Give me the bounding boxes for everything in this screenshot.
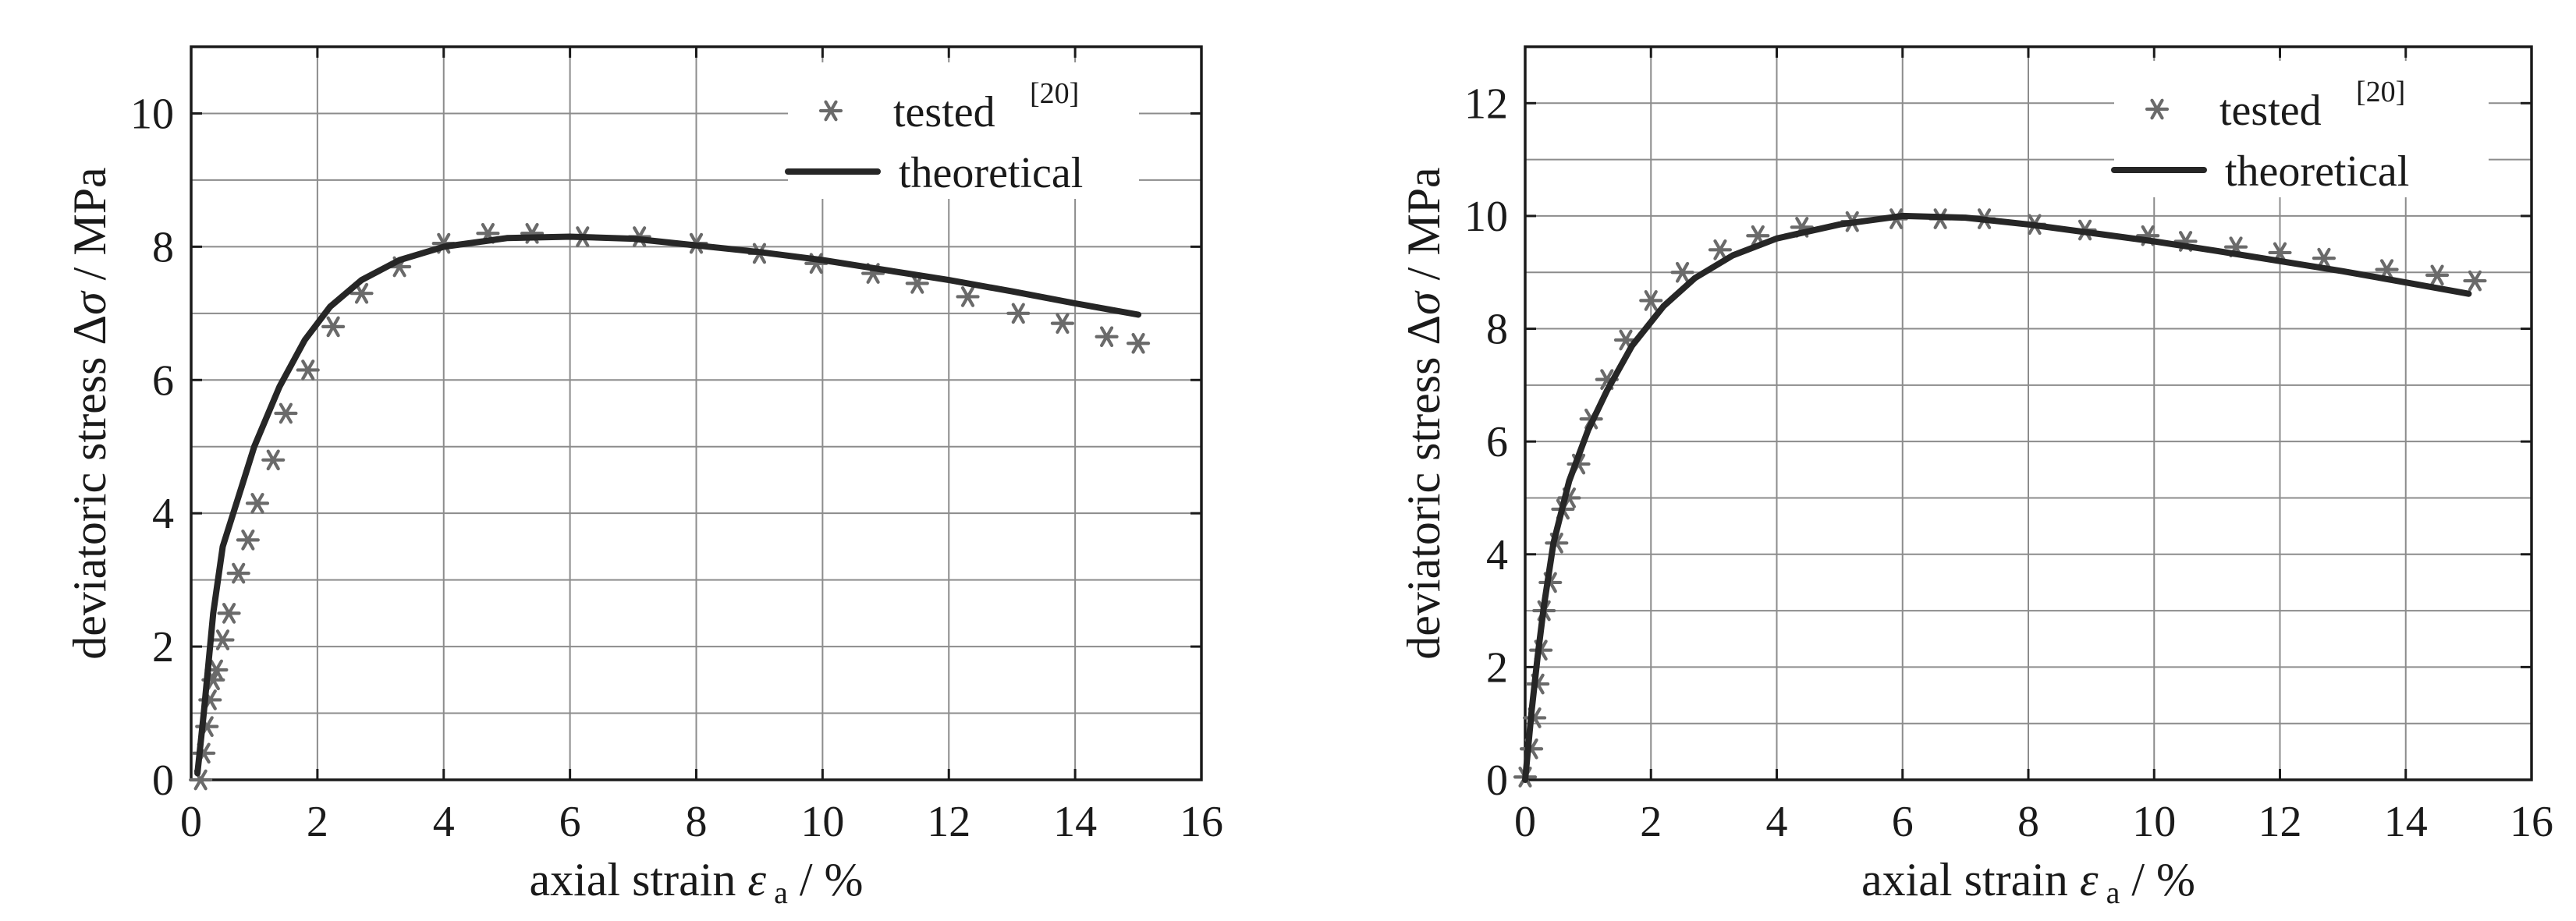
data-point-tested bbox=[956, 286, 980, 307]
legend: tested [20] theoretical bbox=[2111, 76, 2409, 196]
legend-marker-tested bbox=[818, 100, 843, 122]
data-point-tested bbox=[1670, 261, 1694, 283]
x-tick-label: 4 bbox=[1766, 798, 1788, 846]
y-tick-label: 0 bbox=[152, 756, 174, 805]
legend-background bbox=[788, 62, 1139, 199]
x-tick-label: 14 bbox=[2384, 798, 2428, 846]
data-point-tested bbox=[296, 360, 320, 381]
data-point-tested bbox=[321, 316, 346, 338]
data-point-tested bbox=[226, 562, 250, 584]
legend-label-tested-ref: [20] bbox=[2356, 76, 2405, 108]
x-tick-label: 6 bbox=[559, 798, 581, 846]
y-tick-label: 2 bbox=[1486, 643, 1508, 692]
ticks: 0 2 4 6 8 10 12 14 16 0 2 4 6 8 10 bbox=[130, 47, 1223, 846]
y-tick-label: 4 bbox=[1486, 531, 1508, 579]
y-tick-label: 10 bbox=[1464, 193, 1508, 241]
x-tick-label: 8 bbox=[686, 798, 708, 846]
data-point-tested bbox=[1050, 313, 1075, 334]
data-point-tested bbox=[217, 603, 241, 624]
data-point-tested bbox=[1095, 326, 1119, 348]
x-tick-label: 10 bbox=[800, 798, 844, 846]
x-tick-label: 12 bbox=[927, 798, 970, 846]
data-point-tested bbox=[1708, 239, 1733, 260]
legend-marker-tested bbox=[2145, 98, 2170, 120]
y-axis-label: deviatoric stress Δσ / MPa bbox=[64, 167, 115, 659]
x-tick-label: 2 bbox=[1640, 798, 1662, 846]
right-chart-panel: 0 2 4 6 8 10 12 14 16 0 2 4 6 8 10 12 tested [20] theoreti… bbox=[1398, 45, 2553, 910]
x-tick-label: 0 bbox=[180, 798, 202, 846]
data-point-tested bbox=[189, 769, 213, 791]
data-point-tested bbox=[245, 493, 270, 514]
ticks: 0 2 4 6 8 10 12 14 16 0 2 4 6 8 10 12 bbox=[1464, 47, 2553, 846]
x-tick-label: 12 bbox=[2258, 798, 2302, 846]
y-tick-label: 6 bbox=[1486, 418, 1508, 466]
y-tick-label: 2 bbox=[152, 623, 174, 671]
x-tick-label: 0 bbox=[1514, 798, 1536, 846]
data-point-tested bbox=[1126, 332, 1151, 354]
x-tick-label: 16 bbox=[1180, 798, 1223, 846]
y-tick-label: 4 bbox=[152, 490, 174, 538]
x-tick-label: 6 bbox=[1892, 798, 1914, 846]
x-axis-label: axial strain ε a / % bbox=[530, 854, 864, 910]
legend-label-tested: tested bbox=[893, 88, 995, 136]
data-point-tested bbox=[261, 449, 286, 471]
x-tick-label: 4 bbox=[433, 798, 455, 846]
data-point-tested bbox=[349, 282, 374, 304]
x-axis-label: axial strain ε a / % bbox=[1861, 854, 2195, 910]
data-point-tested bbox=[1639, 290, 1663, 311]
legend-label-tested-ref: [20] bbox=[1030, 77, 1079, 110]
x-tick-label: 14 bbox=[1053, 798, 1097, 846]
y-tick-label: 6 bbox=[152, 356, 174, 405]
data-point-tested bbox=[1006, 303, 1031, 324]
data-point-tested bbox=[2463, 270, 2487, 292]
x-tick-label: 2 bbox=[307, 798, 328, 846]
series-theoretical-line bbox=[194, 233, 1142, 777]
data-point-tested bbox=[2425, 264, 2450, 286]
y-tick-label: 12 bbox=[1464, 80, 1508, 128]
y-tick-label: 8 bbox=[1486, 306, 1508, 354]
x-tick-label: 8 bbox=[2017, 798, 2039, 846]
y-tick-label: 0 bbox=[1486, 756, 1508, 805]
x-tick-label: 16 bbox=[2510, 798, 2553, 846]
y-tick-label: 10 bbox=[130, 90, 174, 138]
data-point-tested bbox=[274, 402, 298, 424]
y-axis-label: deviatoric stress Δσ / MPa bbox=[1398, 167, 1449, 659]
data-point-tested bbox=[211, 629, 235, 650]
series-theoretical-line bbox=[1522, 212, 2472, 783]
left-chart-panel: 0 2 4 6 8 10 12 14 16 0 2 4 6 8 10 tested [20] theoretica… bbox=[64, 45, 1223, 910]
legend-label-theoretical: theoretical bbox=[899, 149, 1083, 197]
legend-label-theoretical: theoretical bbox=[2225, 147, 2409, 196]
data-point-tested bbox=[2312, 247, 2336, 269]
legend-label-tested: tested bbox=[2219, 87, 2322, 135]
series-tested-markers bbox=[189, 222, 1151, 791]
x-tick-label: 10 bbox=[2132, 798, 2176, 846]
y-tick-label: 8 bbox=[152, 223, 174, 271]
legend: tested [20] theoretical bbox=[785, 77, 1083, 197]
legend-background bbox=[2114, 61, 2489, 197]
grid bbox=[1525, 47, 2532, 780]
data-point-tested bbox=[236, 530, 260, 551]
